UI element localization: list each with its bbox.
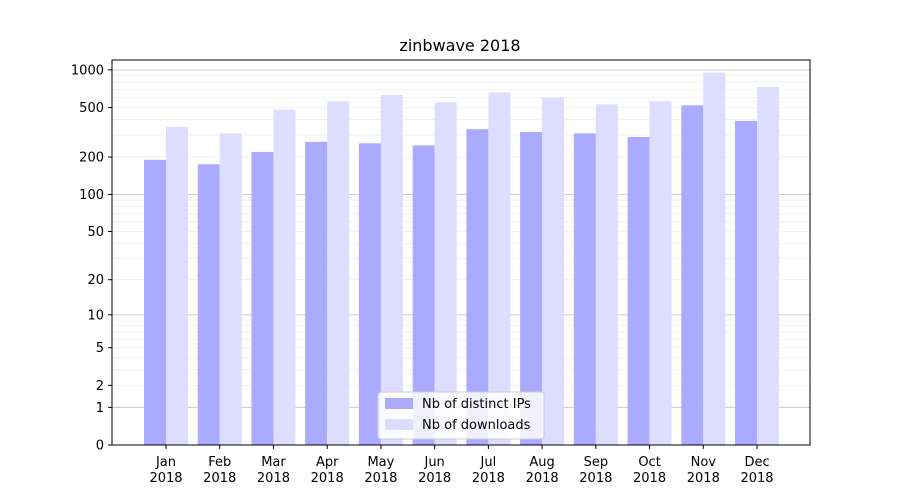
x-tick-label-month: Jan xyxy=(155,455,176,470)
x-tick-label-year: 2018 xyxy=(740,471,773,486)
bar-downloads-aug xyxy=(542,97,565,445)
x-tick-label-year: 2018 xyxy=(364,471,397,486)
legend-swatch xyxy=(385,398,413,409)
y-tick-label: 1 xyxy=(96,401,104,416)
bar-downloads-apr xyxy=(327,101,350,446)
bar-distinct-ips-nov xyxy=(681,105,704,446)
bar-distinct-ips-jul xyxy=(466,129,489,446)
plot-frame xyxy=(111,59,811,446)
bar-downloads-feb xyxy=(219,133,242,446)
bar-downloads-oct xyxy=(649,101,672,446)
bar-distinct-ips-mar xyxy=(251,151,274,446)
x-tick-label-year: 2018 xyxy=(418,471,451,486)
x-tick-label-month: Jun xyxy=(423,455,444,470)
bar-distinct-ips-apr xyxy=(305,141,328,445)
x-tick-label-year: 2018 xyxy=(257,471,290,486)
y-tick-label: 100 xyxy=(79,188,104,203)
y-tick-label: 50 xyxy=(87,225,104,240)
x-tick-label-year: 2018 xyxy=(579,471,612,486)
x-tick-label-year: 2018 xyxy=(472,471,505,486)
bar-distinct-ips-sep xyxy=(573,133,596,446)
bar-downloads-jan xyxy=(166,126,188,445)
bar-downloads-sep xyxy=(595,104,618,446)
axes: 01251020501002005001000Jan2018Feb2018Mar… xyxy=(71,59,811,486)
x-tick-label-month: Nov xyxy=(691,455,717,470)
x-tick-label-month: Jul xyxy=(480,455,497,470)
y-tick-label: 2 xyxy=(96,379,104,394)
bar-distinct-ips-dec xyxy=(735,120,758,446)
y-tick-label: 200 xyxy=(79,151,104,166)
y-tick-label: 5 xyxy=(96,341,104,356)
y-tick-label: 0 xyxy=(96,439,104,454)
x-tick-label-year: 2018 xyxy=(633,471,666,486)
bar-downloads-jul xyxy=(488,92,511,446)
bar-distinct-ips-oct xyxy=(627,136,650,446)
x-tick-label-year: 2018 xyxy=(203,471,236,486)
x-tick-label-month: Oct xyxy=(638,455,660,470)
bar-downloads-mar xyxy=(273,109,296,445)
chart-title: zinbwave 2018 xyxy=(399,36,520,55)
y-tick-label: 10 xyxy=(87,308,104,323)
bar-distinct-ips-may xyxy=(358,143,381,445)
bars xyxy=(144,72,780,446)
legend-label: Nb of distinct IPs xyxy=(422,397,531,412)
x-tick-label-year: 2018 xyxy=(526,471,559,486)
bar-downloads-dec xyxy=(757,86,780,445)
bar-distinct-ips-feb xyxy=(197,164,220,445)
x-tick-label-month: Apr xyxy=(316,455,339,470)
legend-label: Nb of downloads xyxy=(422,418,531,433)
x-tick-label-month: Sep xyxy=(584,455,609,470)
x-tick-label-month: May xyxy=(367,455,394,470)
x-tick-label-year: 2018 xyxy=(311,471,344,486)
y-tick-label: 20 xyxy=(87,273,104,288)
legend-swatch xyxy=(385,419,413,430)
bar-distinct-ips-jan xyxy=(144,159,166,445)
x-tick-label-month: Dec xyxy=(744,455,769,470)
bar-downloads-nov xyxy=(703,72,726,446)
bar-distinct-ips-aug xyxy=(520,131,543,445)
bar-distinct-ips-jun xyxy=(412,145,435,445)
legend-box xyxy=(377,391,545,440)
x-tick-label-month: Mar xyxy=(261,455,286,470)
x-tick-label-year: 2018 xyxy=(687,471,720,486)
y-tick-label: 500 xyxy=(79,101,104,116)
x-tick-label-year: 2018 xyxy=(149,471,182,486)
x-tick-label-month: Feb xyxy=(208,455,231,470)
y-tick-label: 1000 xyxy=(71,63,104,78)
x-tick-label-month: Aug xyxy=(529,455,554,470)
bar-downloads-may xyxy=(380,94,403,445)
legend: Nb of distinct IPs Nb of downloads xyxy=(377,391,545,440)
bar-downloads-jun xyxy=(434,102,457,445)
